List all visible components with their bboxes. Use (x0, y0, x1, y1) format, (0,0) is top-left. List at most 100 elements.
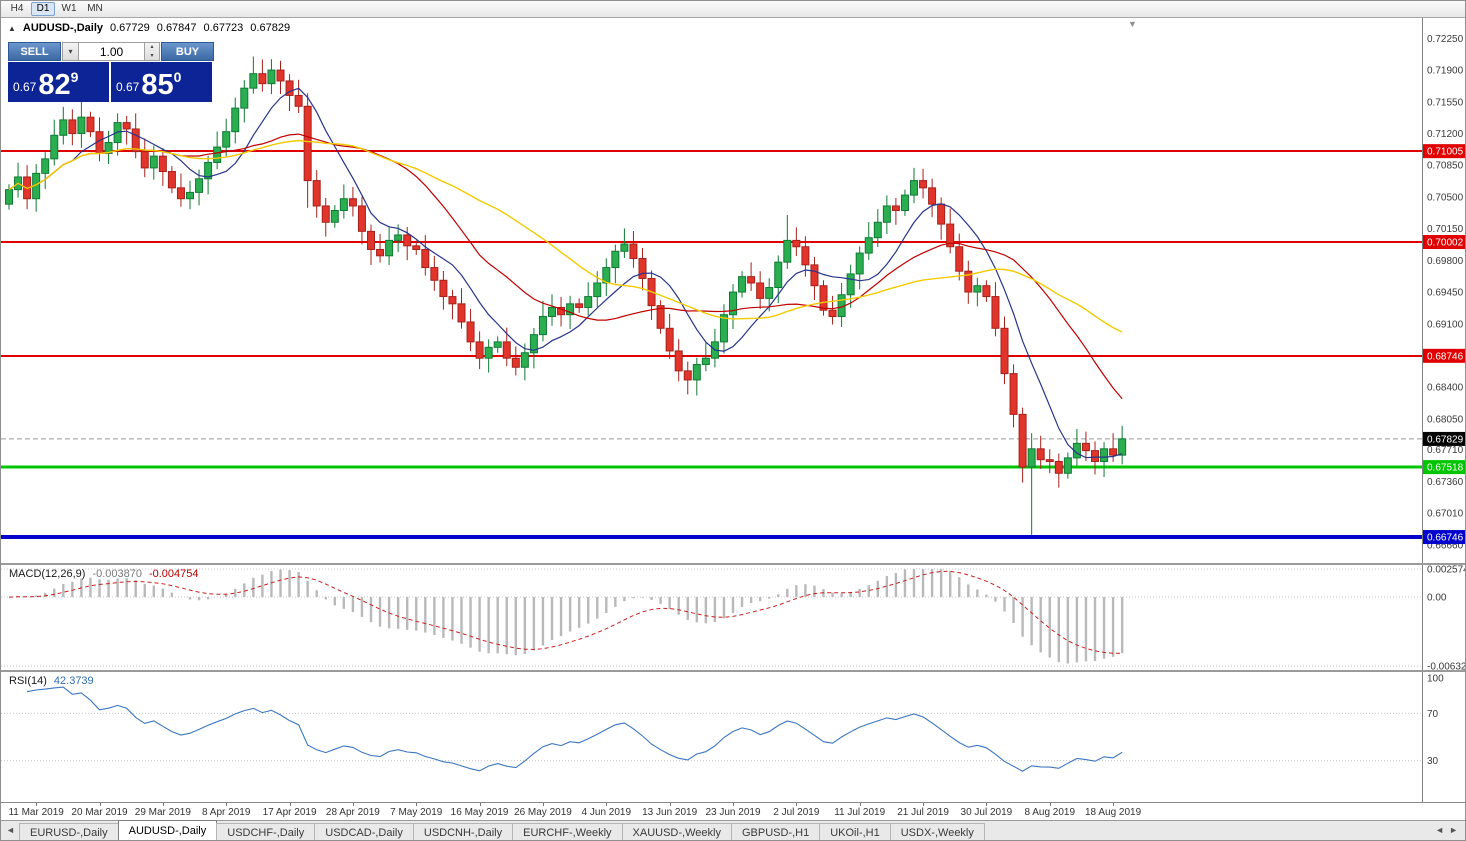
candle-body (285, 80, 294, 96)
time-axis-label: 30 Jul 2019 (960, 807, 1013, 818)
price-chart-pane[interactable]: 0.72250 0.71900 0.71550 0.71200 0.70850 0.705… (1, 18, 1466, 563)
time-axis-tick (226, 803, 228, 806)
candle-body (991, 296, 1000, 329)
candle-body (312, 180, 321, 207)
candle-body (385, 239, 394, 257)
chart-tab-gbpusd-h1[interactable]: GBPUSD-,H1 (730, 823, 821, 840)
chart-tab-usdcad-daily[interactable]: USDCAD-,Daily (314, 823, 414, 840)
candle-body (801, 246, 810, 266)
chart-tab-usdcnh-daily[interactable]: USDCNH-,Daily (412, 823, 514, 840)
candle-body (276, 69, 285, 82)
time-axis-tick (606, 803, 608, 806)
tab-scroll-right-icon[interactable]: ► (1446, 825, 1461, 835)
timeframe-button-mn[interactable]: MN (83, 2, 107, 16)
volume-up-icon[interactable]: ▴ (150, 44, 154, 50)
volume-dropdown-icon[interactable]: ▾ (62, 42, 79, 61)
candle-body (584, 296, 593, 308)
candle-body (692, 364, 701, 381)
timeframe-button-d1[interactable]: D1 (31, 2, 55, 16)
candle-body (946, 223, 955, 248)
price-badge-0.67829 (1423, 431, 1465, 446)
price-badge-text: 0.70002 (1427, 238, 1464, 249)
tab-scroll-left2-icon[interactable]: ◄ (1432, 825, 1447, 835)
pane-splitter-rsi[interactable] (1, 670, 1465, 672)
trade-buttons-row: SELL ▾ 1.00 ▴ ▾ BUY (8, 42, 214, 61)
chart-tab-audusd-daily[interactable]: AUDUSD-,Daily (117, 820, 218, 840)
candle-body (1027, 448, 1036, 468)
trade-panel-collapse-icon[interactable]: ▲ (8, 23, 16, 33)
volume-input[interactable]: 1.00 (79, 42, 145, 61)
candle-body (928, 187, 937, 205)
candle-body (240, 87, 249, 109)
macd-label: MACD(12,26,9) -0.003870 -0.004754 (9, 568, 199, 580)
rsi-indicator-pane[interactable]: 100 70 30 (1, 672, 1466, 802)
timeframe-button-w1[interactable]: W1 (57, 2, 81, 16)
candle-body (738, 276, 747, 293)
macd-main-value: -0.003870 (92, 568, 142, 580)
chart-shift-icon[interactable]: ▼ (1128, 19, 1137, 29)
candle-body (765, 287, 774, 299)
candle-body (5, 189, 13, 205)
candle-body (267, 69, 276, 85)
macd-indicator-pane[interactable]: 0.002574 0.00 -0.006326 (1, 565, 1466, 670)
pane-splitter-macd[interactable] (1, 563, 1465, 565)
candle-body (973, 285, 982, 293)
macd-axis-label: 0.002574 (1427, 565, 1466, 576)
candle-body (855, 252, 864, 275)
timeframe-button-h4[interactable]: H4 (5, 2, 29, 16)
sell-price-display[interactable]: 0.67 82 9 (8, 62, 109, 102)
price-badge-text: 0.66746 (1427, 533, 1464, 544)
tab-scroll-left-icon[interactable]: ◄ (3, 825, 18, 835)
ma-line-34 (8, 139, 1123, 333)
price-axis-label: 0.71200 (1427, 129, 1464, 140)
price-axis-label: 0.71550 (1427, 97, 1464, 108)
sell-button[interactable]: SELL (8, 42, 61, 61)
price-badge-0.67518 (1423, 460, 1465, 475)
price-axis-label: 0.72250 (1427, 34, 1464, 45)
ma-line-8 (8, 87, 1123, 459)
candle-body (1091, 450, 1099, 462)
price-badge-0.70002 (1423, 235, 1465, 250)
candle-body (457, 303, 466, 323)
candle-body (1000, 327, 1009, 375)
candle-body (882, 205, 891, 223)
buy-price-prefix: 0.67 (116, 80, 140, 94)
candle-body (729, 291, 737, 316)
time-axis-tick (796, 803, 798, 806)
candle-body (1036, 448, 1045, 461)
buy-button[interactable]: BUY (161, 42, 214, 61)
candle-body (430, 267, 439, 281)
candle-body (674, 350, 683, 372)
candle-body (756, 282, 765, 299)
chart-tab-eurusd-daily[interactable]: EURUSD-,Daily (19, 823, 119, 840)
time-axis-tick (416, 803, 418, 806)
candle-body (566, 303, 575, 316)
price-axis-label: 0.67710 (1427, 445, 1464, 456)
price-axis-label: 0.67010 (1427, 509, 1464, 520)
time-axis-tick (479, 803, 481, 806)
candle-body (1018, 413, 1027, 468)
chart-tab-usdchf-daily[interactable]: USDCHF-,Daily (216, 823, 316, 840)
chart-tab-eurchf-weekly[interactable]: EURCHF-,Weekly (512, 823, 623, 840)
candle-body (1118, 438, 1127, 456)
sell-price-big: 82 (38, 69, 71, 101)
price-axis-label: 0.67360 (1427, 477, 1464, 488)
chart-tab-xauusd-weekly[interactable]: XAUUSD-,Weekly (621, 823, 732, 840)
rsi-name: RSI(14) (9, 675, 47, 687)
candle-body (131, 128, 140, 153)
candle-body (864, 237, 873, 254)
rsi-line (26, 686, 1123, 772)
time-axis-tick (1113, 803, 1115, 806)
chart-tab-ukoil-h1[interactable]: UKOil-,H1 (819, 823, 891, 840)
volume-down-icon[interactable]: ▾ (150, 52, 154, 59)
buy-price-display[interactable]: 0.67 85 0 (111, 62, 212, 102)
candle-body (611, 250, 620, 269)
chart-tab-usdx-weekly[interactable]: USDX-,Weekly (889, 823, 985, 840)
time-axis[interactable]: 11 Mar 2019 20 Mar 2019 29 Mar 2019 8 Apr 2… (1, 802, 1465, 820)
ma-line-20 (8, 133, 1123, 400)
candle-body (792, 239, 801, 248)
time-axis-label: 26 May 2019 (514, 807, 572, 818)
candle-body (919, 180, 928, 189)
candle-body (104, 142, 113, 154)
